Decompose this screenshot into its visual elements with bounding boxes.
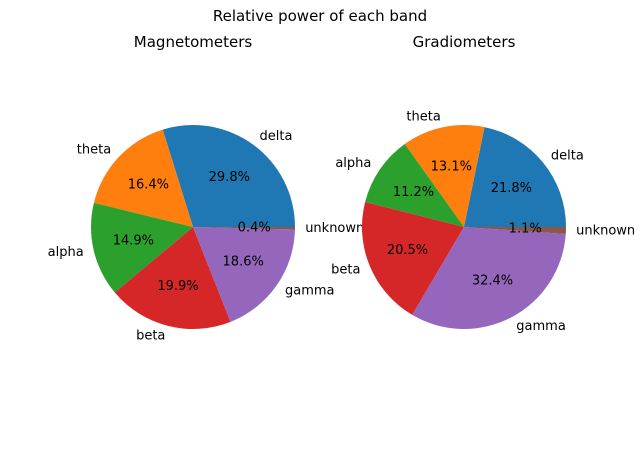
pie-slice-unknown — [464, 227, 567, 235]
pie-slice-alpha — [90, 202, 193, 293]
slice-percent-theta: 13.1% — [431, 160, 472, 175]
slice-percent-unknown: 1.1% — [509, 222, 542, 237]
pie-slice-delta — [162, 124, 295, 227]
pie-slice-theta — [404, 124, 485, 227]
pie-slice-gamma — [193, 227, 295, 322]
pie-slice-gamma — [412, 227, 566, 329]
slice-percent-alpha: 14.9% — [113, 233, 154, 248]
slice-percent-gamma: 32.4% — [472, 274, 513, 289]
slice-percent-theta: 16.4% — [128, 178, 169, 193]
pie-0-slices: delta 29.8% theta 16.4% alpha 14.9% beta 19.9% g… — [48, 124, 364, 343]
pie-slice-delta — [464, 127, 566, 227]
slice-label-delta: delta — [551, 149, 584, 164]
pie-slice-alpha — [365, 143, 464, 227]
slice-label-alpha: alpha — [335, 156, 371, 171]
slice-label-theta: theta — [406, 110, 440, 125]
pie-title-gradiometers: Gradiometers — [413, 33, 516, 51]
slice-percent-beta: 20.5% — [387, 243, 428, 258]
slice-label-unknown: unknown — [305, 221, 364, 236]
slice-percent-gamma: 18.6% — [223, 255, 264, 270]
pie-chart-gradiometers: Gradiometers delta 21.8% theta 13.1% alpha 11… — [331, 33, 635, 334]
slice-label-alpha: alpha — [48, 245, 84, 260]
slice-percent-beta: 19.9% — [157, 279, 198, 294]
slice-label-delta: delta — [260, 129, 293, 144]
slice-label-gamma: gamma — [285, 284, 335, 299]
pie-title-magnetometers: Magnetometers — [134, 33, 253, 51]
slice-percent-delta: 29.8% — [209, 170, 250, 185]
slice-percent-alpha: 11.2% — [393, 185, 434, 200]
pie-1-slices: delta 21.8% theta 13.1% alpha 11.2% beta 20.5% g… — [331, 110, 635, 334]
pie-slice-beta — [114, 227, 231, 330]
pie-slice-unknown — [193, 227, 296, 230]
slice-label-unknown: unknown — [576, 223, 635, 238]
slice-label-theta: theta — [77, 143, 111, 158]
slice-label-gamma: gamma — [516, 319, 566, 334]
pie-chart-magnetometers: Magnetometers delta 29.8% theta 16.4% alpha 1… — [48, 33, 365, 343]
pie-slice-theta — [93, 129, 193, 227]
pie-slice-beta — [362, 201, 464, 315]
slice-percent-delta: 21.8% — [491, 181, 532, 196]
figure-suptitle: Relative power of each band — [213, 7, 427, 25]
slice-label-beta: beta — [331, 263, 360, 278]
slice-label-beta: beta — [136, 328, 165, 343]
slice-percent-unknown: 0.4% — [238, 220, 271, 235]
